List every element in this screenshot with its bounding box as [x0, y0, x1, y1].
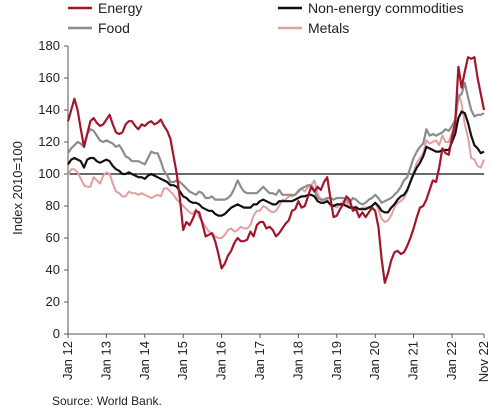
y-tick-label: 160 [38, 70, 60, 85]
x-tick-label: Jan 19 [329, 341, 344, 380]
series-line-non-energy-commodities [67, 110, 485, 217]
y-axis-title: Index 2010=100 [10, 141, 25, 235]
legend-label-energy: Energy [98, 0, 142, 16]
series-line-metals [67, 93, 485, 239]
y-tick-label: 40 [46, 262, 60, 277]
y-tick-label: 100 [38, 166, 60, 181]
x-tick-label: Nov 22 [476, 341, 490, 382]
series-line-energy [66, 56, 486, 284]
chart-legend: Energy Non-energy commodities Food Metals [68, 0, 464, 36]
legend-label-food: Food [98, 20, 130, 36]
x-tick-label: Jan 16 [214, 341, 229, 380]
y-tick-label: 20 [46, 294, 60, 309]
x-tick-label: Jan 14 [137, 341, 152, 380]
y-tick-label: 0 [53, 326, 60, 341]
x-tick-label: Jan 13 [98, 341, 113, 380]
y-tick-label: 140 [38, 102, 60, 117]
legend-label-non-energy-commodities: Non-energy commodities [308, 0, 464, 16]
x-tick-label: Jan 12 [60, 341, 75, 380]
series-line-food [67, 81, 485, 206]
x-tick-label: Jan 21 [406, 341, 421, 380]
x-tick-label: Jan 22 [444, 341, 459, 380]
y-axis: 0 20 40 60 80 100 120 140 160 180 [38, 38, 69, 341]
x-tick-label: Jan 15 [175, 341, 190, 380]
plot-area [66, 56, 486, 284]
y-tick-label: 60 [46, 230, 60, 245]
y-tick-label: 80 [46, 198, 60, 213]
x-axis: Jan 12 Jan 13 Jan 14 Jan 15 Jan 16 Jan 17 Jan … [60, 333, 490, 382]
y-tick-label: 180 [38, 38, 60, 53]
source-note: Source: World Bank. [52, 394, 162, 408]
x-tick-label: Jan 20 [367, 341, 382, 380]
y-tick-label: 120 [38, 134, 60, 149]
x-tick-label: Jan 18 [290, 341, 305, 380]
x-tick-label: Jan 17 [252, 341, 267, 380]
legend-label-metals: Metals [308, 20, 349, 36]
